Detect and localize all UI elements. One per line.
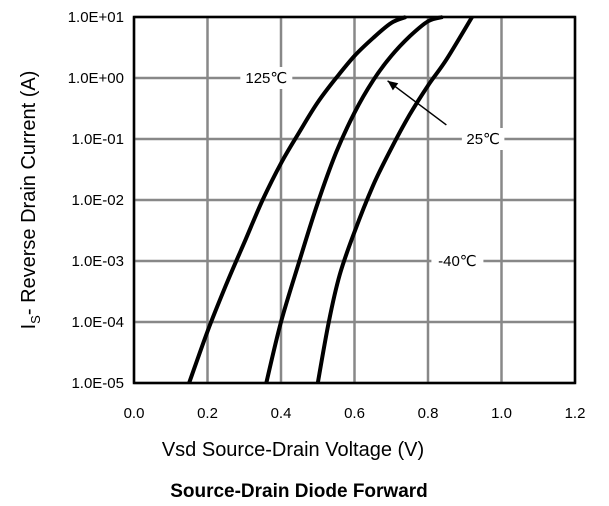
annotation-arrow-line (387, 80, 447, 126)
plot-frame (132, 15, 577, 385)
y-tick-label: 1.0E+01 (68, 9, 124, 26)
x-tick-label: 0.0 (124, 405, 145, 422)
y-axis-label-sub: S (28, 315, 43, 324)
x-axis-label: Vsd Source-Drain Voltage (V) (162, 439, 424, 461)
y-axis-label-main: I (18, 324, 40, 330)
annotation-label-0: 125℃ (245, 70, 287, 87)
series-curve-2 (315, 15, 474, 384)
series-curves (187, 15, 474, 384)
x-tick-label: 0.6 (344, 405, 365, 422)
x-tick-label: 1.2 (565, 405, 586, 422)
x-tick-label: 1.0 (491, 405, 512, 422)
series-curve-0 (187, 15, 407, 384)
y-tick-label: 1.0E-03 (71, 253, 124, 270)
y-tick-label: 1.0E+00 (68, 70, 124, 87)
y-tick-label: 1.0E-04 (71, 314, 124, 331)
annotation-label-1: 25℃ (466, 131, 500, 148)
annotation-arrow-head (387, 80, 399, 91)
x-tick-label: 0.4 (271, 405, 292, 422)
annotation-label-2: -40℃ (438, 253, 477, 270)
y-axis-label: IS- Reverse Drain Current (A) (18, 71, 43, 330)
x-tick-labels: 0.0 0.2 0.4 0.6 0.8 1.0 1.2 (124, 405, 586, 422)
y-tick-labels: 1.0E-05 1.0E-04 1.0E-03 1.0E-02 1.0E-01 1.0E+… (68, 9, 124, 392)
annotation-box-2 (431, 250, 484, 272)
x-tick-label: 0.2 (197, 405, 218, 422)
y-tick-label: 1.0E-05 (71, 375, 124, 392)
x-tick-label: 0.8 (418, 405, 439, 422)
annotation-box-1 (461, 128, 505, 150)
y-tick-label: 1.0E-02 (71, 192, 124, 209)
series-curve-1 (264, 15, 444, 384)
chart-title: Source-Drain Diode Forward (170, 481, 428, 502)
gridlines (132, 15, 577, 385)
y-axis-label-rest: - Reverse Drain Current (A) (18, 71, 40, 316)
annotations: 125℃ 25℃ -40℃ (240, 67, 505, 272)
annotation-box-0 (240, 67, 293, 89)
y-tick-label: 1.0E-01 (71, 131, 124, 148)
